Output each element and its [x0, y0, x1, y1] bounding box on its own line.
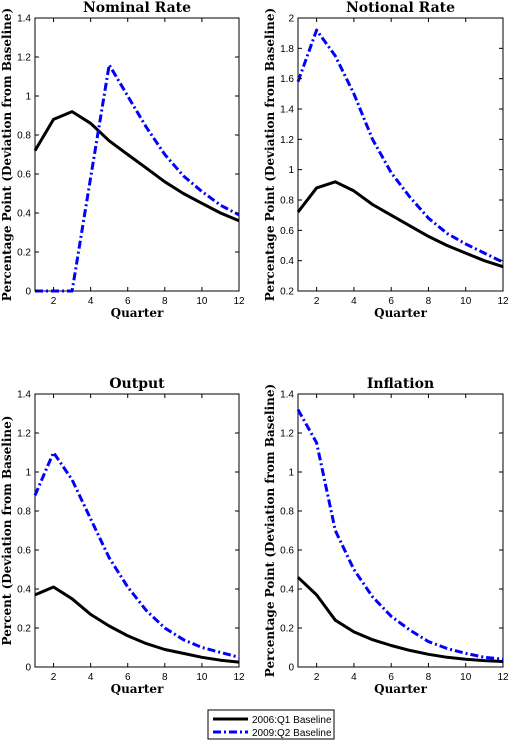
x-tick-label: 2	[314, 672, 320, 683]
x-axis-label: Quarter	[374, 682, 427, 696]
chart-title: Nominal Rate	[83, 0, 191, 16]
series-line	[33, 451, 240, 659]
x-tick-label: 6	[388, 296, 394, 307]
y-tick-label: 0.2	[280, 287, 294, 298]
y-tick-label: 0.8	[280, 507, 294, 518]
y-tick-label: 0.4	[17, 209, 31, 220]
series-line	[296, 28, 504, 264]
y-tick-label: 0.2	[17, 624, 31, 635]
plot-area	[34, 17, 240, 292]
y-tick-label: 1.2	[17, 53, 31, 64]
y-tick-label: 0.8	[17, 131, 31, 142]
y-tick-label: 1	[288, 468, 294, 479]
series-line	[296, 576, 504, 663]
x-tick-label: 4	[351, 672, 357, 683]
y-tick-label: 1.2	[280, 135, 294, 146]
x-tick-label: 4	[351, 296, 357, 307]
chart-title: Inflation	[367, 376, 434, 392]
series-line	[35, 63, 240, 293]
x-tick-label: 12	[497, 672, 509, 683]
x-tick-label: 10	[196, 672, 208, 683]
series-line	[296, 408, 504, 661]
x-tick-label: 10	[196, 296, 208, 307]
legend: 2006:Q1 Baseline 2009:Q2 Baseline	[207, 709, 335, 740]
x-tick-label: 2	[314, 296, 320, 307]
x-tick-label: 4	[88, 672, 94, 683]
x-tick-label: 8	[162, 672, 168, 683]
plot-area	[34, 393, 240, 668]
x-tick-label: 2	[51, 672, 57, 683]
y-tick-label: 1	[25, 468, 31, 479]
series-line	[34, 585, 240, 664]
chart-title: Notional Rate	[346, 0, 455, 16]
chart-panel: 2 4 6 8 10 12 0 0.2 0.4 0.6 0.8 1 1.2 1.4 Inflation Qua…	[263, 376, 509, 696]
y-tick-label: 0.4	[280, 256, 294, 267]
y-tick-label: 0.8	[17, 507, 31, 518]
series-line	[33, 110, 240, 223]
y-tick-label: 0.2	[280, 624, 294, 635]
plot-area	[297, 17, 504, 292]
y-axis-label: Percentage Point (Deviation from Baselin…	[263, 8, 277, 301]
x-axis-label: Quarter	[111, 306, 164, 320]
chart-panel: 2 4 6 8 10 12 0.2 0.4 0.6 0.8 1 1.2 1.4 1.6 1.8 2 Notion…	[263, 0, 509, 320]
y-tick-label: 1	[25, 92, 31, 103]
y-tick-label: 0.6	[280, 226, 294, 237]
x-tick-label: 8	[162, 296, 168, 307]
x-tick-label: 6	[388, 672, 394, 683]
x-tick-label: 4	[88, 296, 94, 307]
y-tick-label: 0	[288, 663, 294, 674]
y-tick-label: 1.6	[280, 74, 294, 85]
y-tick-label: 1.4	[280, 105, 294, 116]
y-tick-label: 0	[25, 287, 31, 298]
legend-box	[207, 709, 335, 740]
y-tick-label: 1.4	[280, 390, 294, 401]
y-tick-label: 0.4	[17, 585, 31, 596]
chart-title: Output	[109, 376, 165, 392]
x-tick-label: 10	[460, 296, 472, 307]
x-tick-label: 12	[233, 296, 245, 307]
x-tick-label: 12	[233, 672, 245, 683]
y-tick-label: 2	[288, 14, 294, 25]
y-axis-label: Percentage Point (Deviation from Baselin…	[263, 384, 277, 677]
y-tick-label: 0	[25, 663, 31, 674]
legend-label: 2006:Q1 Baseline	[252, 715, 332, 726]
y-axis-label: Percentage Point (Deviation from Baselin…	[0, 8, 14, 301]
x-tick-label: 8	[426, 672, 432, 683]
x-tick-label: 6	[125, 296, 131, 307]
x-tick-label: 8	[426, 296, 432, 307]
x-tick-label: 12	[497, 296, 509, 307]
y-tick-label: 0.2	[17, 248, 31, 259]
y-tick-label: 1.4	[17, 390, 31, 401]
y-tick-label: 0.6	[17, 170, 31, 181]
chart-panel: 2 4 6 8 10 12 0 0.2 0.4 0.6 0.8 1 1.2 1.4 Output Quarte…	[0, 376, 245, 696]
x-axis-label: Quarter	[374, 306, 427, 320]
y-tick-label: 0.6	[280, 546, 294, 557]
chart-panel: 2 4 6 8 10 12 0 0.2 0.4 0.6 0.8 1 1.2 1.4 Nominal Rate…	[0, 0, 245, 320]
y-tick-label: 1.4	[17, 14, 31, 25]
y-tick-label: 1.8	[280, 44, 294, 55]
series-line	[296, 180, 504, 269]
y-tick-label: 1.2	[280, 429, 294, 440]
y-tick-label: 1.2	[17, 429, 31, 440]
y-axis-label: Percent (Deviation from Baseline)	[0, 416, 14, 646]
x-tick-label: 2	[51, 296, 57, 307]
y-tick-label: 1	[288, 165, 294, 176]
x-axis-label: Quarter	[111, 682, 164, 696]
plot-area	[297, 393, 504, 668]
x-tick-label: 6	[125, 672, 131, 683]
x-tick-label: 10	[460, 672, 472, 683]
y-tick-label: 0.6	[17, 546, 31, 557]
legend-label: 2009:Q2 Baseline	[252, 728, 332, 739]
y-tick-label: 0.4	[280, 585, 294, 596]
y-tick-label: 0.8	[280, 196, 294, 207]
